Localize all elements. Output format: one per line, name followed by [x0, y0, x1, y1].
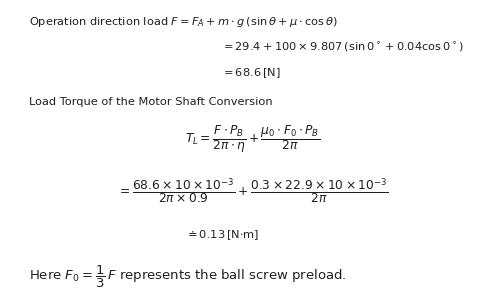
Text: $= 29.4 + 100 \times 9.807\,(\sin 0^\circ + 0.04\cos 0^\circ)$: $= 29.4 + 100 \times 9.807\,(\sin 0^\cir… [221, 41, 464, 54]
Text: Load Torque of the Motor Shaft Conversion: Load Torque of the Motor Shaft Conversio… [29, 97, 273, 107]
Text: $= 68.6\,[\mathrm{N}]$: $= 68.6\,[\mathrm{N}]$ [221, 66, 281, 80]
Text: Operation direction load $F = F_A + m \cdot g\,(\sin\theta + \mu \cdot \cos\thet: Operation direction load $F = F_A + m \c… [29, 16, 338, 29]
Text: Here $F_0 = \dfrac{1}{3}\, F$ represents the ball screw preload.: Here $F_0 = \dfrac{1}{3}\, F$ represents… [29, 263, 347, 290]
Text: $T_L = \dfrac{F \cdot P_B}{2\pi \cdot \eta} + \dfrac{\mu_0 \cdot F_0 \cdot P_B}{: $T_L = \dfrac{F \cdot P_B}{2\pi \cdot \e… [185, 123, 320, 155]
Text: $\doteq 0.13\,[\mathrm{N{\cdot}m}]$: $\doteq 0.13\,[\mathrm{N{\cdot}m}]$ [185, 228, 259, 242]
Text: $= \dfrac{68.6 \times 10 \times 10^{-3}}{2\pi \times 0.9} + \dfrac{0.3 \times 22: $= \dfrac{68.6 \times 10 \times 10^{-3}}… [117, 177, 388, 206]
